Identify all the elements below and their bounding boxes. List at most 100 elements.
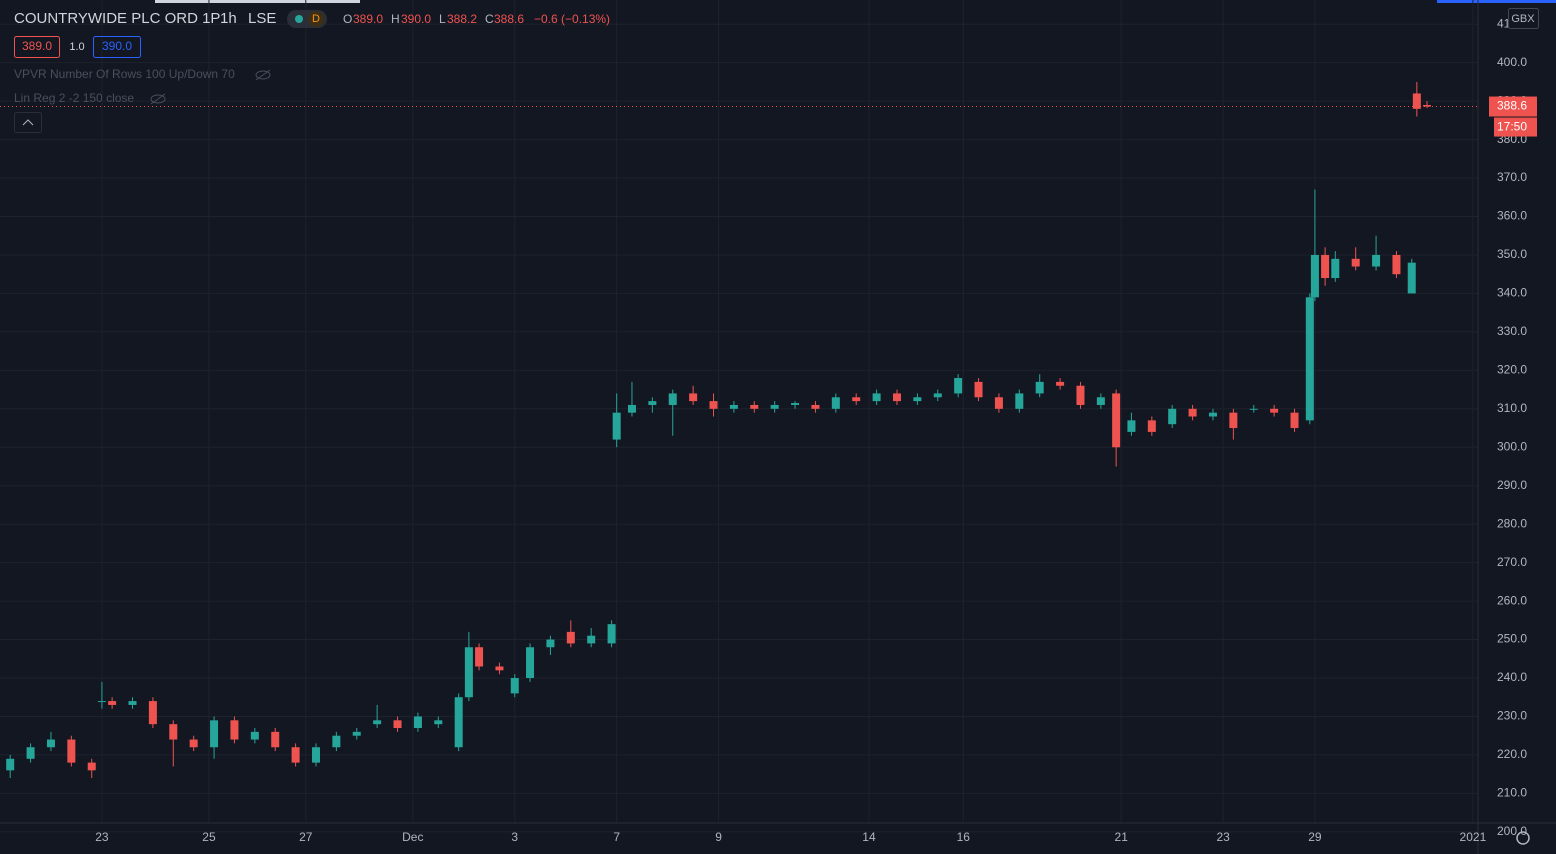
candle-body xyxy=(250,731,259,740)
candle-body xyxy=(1096,397,1105,405)
x-tick-label: 23 xyxy=(1216,830,1230,844)
candle-body xyxy=(1208,412,1217,417)
axes: 200.0 210.0 220.0 230.0 240.0 250.0 260.0 270.0… xyxy=(95,16,1537,844)
y-tick-label: 270.0 xyxy=(1497,555,1527,569)
candle-body xyxy=(852,397,861,402)
candle-body xyxy=(1351,258,1360,267)
candle-body xyxy=(1147,420,1156,432)
candle-body xyxy=(393,720,402,729)
candle-body xyxy=(1321,254,1330,279)
candle-body xyxy=(46,739,55,748)
candle-body xyxy=(413,716,422,729)
x-tick-label: 2021 xyxy=(1460,830,1487,844)
candle-body xyxy=(87,762,96,771)
candle-body xyxy=(709,401,718,409)
exchange: LSE xyxy=(248,10,276,27)
ask-box[interactable] xyxy=(93,36,141,58)
candle-body xyxy=(1229,412,1238,429)
candle-body xyxy=(67,739,76,763)
candle-body xyxy=(607,624,616,644)
candle-body xyxy=(1372,254,1381,267)
candle-body xyxy=(933,393,942,398)
collapse-button[interactable] xyxy=(14,112,42,133)
candle-body xyxy=(566,631,575,644)
ohlc-key: C xyxy=(485,12,494,26)
candle-body xyxy=(311,747,320,763)
status-dot xyxy=(295,15,303,23)
candle-body xyxy=(1188,408,1197,417)
candle-body xyxy=(352,731,361,736)
candle-body xyxy=(954,378,963,394)
y-tick-label: 400.0 xyxy=(1497,55,1527,69)
candle-body xyxy=(97,701,106,703)
candle-body xyxy=(689,393,698,402)
grid xyxy=(0,0,1478,833)
tab-indicator xyxy=(1437,0,1556,3)
candle-body xyxy=(729,404,738,409)
candle-body xyxy=(627,404,636,413)
x-tick-label: 29 xyxy=(1308,830,1322,844)
candle-body xyxy=(1423,104,1432,107)
y-tick-label: 290.0 xyxy=(1497,478,1527,492)
candle-body xyxy=(291,747,300,763)
tab-indicator xyxy=(155,0,360,3)
hide-icon[interactable] xyxy=(150,93,166,105)
candle-body xyxy=(587,635,596,644)
indicator[interactable]: VPVR Number Of Rows 100 Up/Down 70 xyxy=(14,67,235,81)
candle-body xyxy=(271,731,280,748)
bid-box[interactable] xyxy=(14,36,60,58)
candle-body xyxy=(1249,408,1258,410)
x-tick-label: 9 xyxy=(715,830,722,844)
candle-body xyxy=(475,647,484,667)
candle-body xyxy=(189,739,198,748)
candle-body xyxy=(1270,408,1279,413)
x-tick-label: 23 xyxy=(95,830,109,844)
hide-icon[interactable] xyxy=(255,69,271,81)
collapse-icon[interactable] xyxy=(22,119,34,126)
candles xyxy=(0,81,1478,779)
candle-body xyxy=(148,701,157,725)
y-tick-label: 330.0 xyxy=(1497,324,1527,338)
y-tick-label: 260.0 xyxy=(1497,593,1527,607)
change: −0.6 (−0.13%) xyxy=(534,12,610,26)
candle-body xyxy=(26,747,35,759)
ohlc-value: 390.0 xyxy=(401,12,431,26)
candle-body xyxy=(210,720,219,748)
currency-box[interactable] xyxy=(1508,8,1539,29)
candle-body xyxy=(108,701,117,705)
indicator[interactable]: Lin Reg 2 -2 150 close xyxy=(14,91,134,105)
candle-body xyxy=(994,397,1003,409)
candle-body xyxy=(128,701,137,705)
ask[interactable]: 390.0 xyxy=(102,39,132,53)
candle-body xyxy=(1168,408,1177,425)
settings-icon[interactable] xyxy=(1516,831,1530,845)
ohlc-key: H xyxy=(391,12,400,26)
ohlc-value: 388.6 xyxy=(494,12,524,26)
price-label: 388.6 xyxy=(1497,99,1527,113)
y-tick-label: 200.0 xyxy=(1497,824,1527,838)
x-tick-label: 3 xyxy=(511,830,518,844)
y-tick-label: 340.0 xyxy=(1497,286,1527,300)
interval[interactable]: 1h xyxy=(220,10,237,27)
countdown: 17:50 xyxy=(1497,120,1527,134)
candle-body xyxy=(1407,262,1416,294)
spread: 1.0 xyxy=(69,41,84,53)
candle-body xyxy=(648,401,657,405)
bid[interactable]: 389.0 xyxy=(22,39,52,53)
y-tick-label: 360.0 xyxy=(1497,209,1527,223)
candle-body xyxy=(1331,258,1340,279)
y-tick-label: 230.0 xyxy=(1497,709,1527,723)
x-tick-label: 21 xyxy=(1115,830,1129,844)
candle-body xyxy=(1076,385,1085,405)
currency[interactable]: GBX xyxy=(1511,13,1535,25)
candle-body xyxy=(831,397,840,409)
y-tick-label: 350.0 xyxy=(1497,247,1527,261)
y-tick-label: 210.0 xyxy=(1497,786,1527,800)
candle-body xyxy=(1112,393,1121,448)
candle-body xyxy=(1015,393,1024,409)
candle-body xyxy=(1310,254,1319,298)
symbol[interactable]: COUNTRYWIDE PLC ORD 1P xyxy=(14,10,220,27)
candle-body xyxy=(169,724,178,740)
ohlc-value: 389.0 xyxy=(353,12,383,26)
candle-body xyxy=(750,404,759,409)
